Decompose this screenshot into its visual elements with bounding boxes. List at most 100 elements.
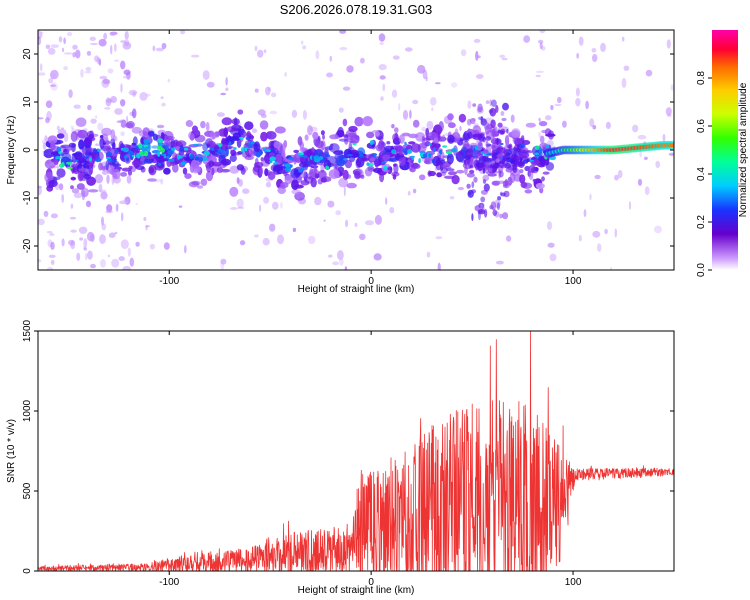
spectrogram-blob xyxy=(200,178,208,186)
spectrogram-core xyxy=(183,147,189,151)
spectrogram-speckle xyxy=(160,178,164,185)
spectrogram-blob xyxy=(386,141,391,145)
spectrogram-speckle xyxy=(110,96,117,103)
snr-frame xyxy=(37,330,675,572)
spectrogram-core xyxy=(105,151,113,157)
spectrogram-speckle xyxy=(254,234,259,238)
spectrogram-speckle xyxy=(263,196,270,204)
spectrogram-speckle xyxy=(101,78,110,89)
spectrogram-speckle xyxy=(277,234,284,245)
spectrogram-speckle xyxy=(589,118,595,127)
spectrogram-blob xyxy=(227,146,232,150)
spectrogram-xlabel: Height of straight line (km) xyxy=(298,284,415,295)
spectrogram-speckle xyxy=(45,100,53,108)
spectrogram-blob xyxy=(436,172,443,178)
spectrogram-blob xyxy=(314,140,324,148)
spectrogram-speckle xyxy=(412,99,419,105)
snr-ytick-label: 0 xyxy=(22,568,33,574)
spectrogram-blob xyxy=(456,169,465,174)
spectrogram-streak xyxy=(490,119,496,128)
spectrogram-core xyxy=(266,149,271,153)
spectrogram-blob xyxy=(541,176,545,182)
spectrogram-speckle xyxy=(225,77,228,86)
spectrogram-core xyxy=(54,156,62,160)
spectrogram-blob xyxy=(383,145,394,152)
spectrogram-blob xyxy=(290,168,300,179)
spectrogram-speckle xyxy=(155,47,164,52)
spectrogram-core xyxy=(177,155,183,159)
spectrogram-blob xyxy=(280,185,286,189)
spectrogram-core xyxy=(131,154,135,158)
spectrogram-speckle xyxy=(379,75,386,80)
chart-title: S206.2026.078.19.31.G03 xyxy=(280,2,433,17)
spectrogram-blob xyxy=(147,178,157,182)
spectrogram-core xyxy=(442,145,447,148)
spectrogram-blob xyxy=(91,152,96,163)
spectrogram-speckle xyxy=(431,107,434,112)
spectrogram-speckle xyxy=(459,125,462,132)
spectrogram-core xyxy=(107,158,113,163)
spectrogram-blob xyxy=(360,157,370,162)
spectrogram-blob xyxy=(156,124,165,129)
spectrogram-streak xyxy=(481,156,487,160)
spectrogram-speckle xyxy=(354,222,358,227)
spectrogram-blob xyxy=(432,155,441,167)
spectrogram-speckle xyxy=(506,235,512,242)
spectrogram-streak xyxy=(492,209,498,216)
spectrogram-blob xyxy=(442,161,452,167)
spectrogram-speckle xyxy=(437,262,441,270)
spectrogram-blob xyxy=(442,155,452,159)
spectrogram-speckle xyxy=(346,65,354,73)
spectrogram-speckle xyxy=(135,241,140,247)
spectrogram-streak xyxy=(484,162,492,166)
spectrogram-core xyxy=(123,155,128,159)
spectrogram-speckle xyxy=(111,258,120,268)
spectrogram-speckle xyxy=(83,238,88,248)
spectrogram-blob xyxy=(182,167,188,175)
spectrogram-blob xyxy=(70,131,78,142)
spectrogram-speckle xyxy=(120,40,126,44)
spectrogram-core xyxy=(307,160,311,166)
spectrogram-speckle xyxy=(104,107,111,110)
spectrogram-speckle xyxy=(94,55,100,62)
spectrogram-speckle xyxy=(86,50,92,56)
spectrogram-streak xyxy=(483,183,490,192)
spectrogram-core xyxy=(244,147,248,151)
spectrogram-blob xyxy=(88,164,94,175)
spectrogram-speckle xyxy=(40,31,44,34)
spectrogram-streak xyxy=(485,146,492,155)
spectrogram-streak xyxy=(502,212,509,220)
spectrogram-speckle xyxy=(655,160,660,169)
spectrogram-core xyxy=(74,159,79,162)
spectrogram-core xyxy=(324,154,331,158)
spectrogram-blob xyxy=(410,163,421,170)
spectrogram-speckle xyxy=(417,64,426,74)
spectrogram-speckle xyxy=(38,117,44,120)
spectrogram-speckle xyxy=(57,129,67,135)
spectrogram-blob xyxy=(329,134,339,140)
spectrogram-blob xyxy=(81,189,86,201)
spectrogram-blob xyxy=(127,169,133,176)
spectrogram-blob xyxy=(408,161,413,172)
spectrogram-blob xyxy=(143,159,154,164)
spectrogram-blob xyxy=(448,171,457,176)
spectrogram-speckle xyxy=(71,188,80,194)
spectrogram-blob xyxy=(172,163,179,173)
spectrogram-blob xyxy=(221,117,233,126)
spectrogram-streak xyxy=(475,166,478,171)
spectrogram-speckle xyxy=(38,185,43,189)
spectrogram-speckle xyxy=(344,266,348,270)
spectrogram-speckle xyxy=(239,240,246,246)
spectrogram-speckle xyxy=(339,30,347,34)
spectrogram-speckle xyxy=(539,30,546,34)
spectrogram-streak xyxy=(480,116,484,123)
spectrogram-speckle xyxy=(391,89,398,98)
spectrogram-speckle xyxy=(103,32,107,40)
spectrogram-speckle xyxy=(152,45,156,52)
spectrogram-speckle xyxy=(45,117,50,124)
spectrogram-blob xyxy=(49,140,55,149)
spectrogram-speckle xyxy=(265,181,272,188)
spectrogram-speckle xyxy=(167,78,171,83)
spectrogram-blob xyxy=(458,150,463,155)
spectrogram-streak xyxy=(471,181,475,189)
